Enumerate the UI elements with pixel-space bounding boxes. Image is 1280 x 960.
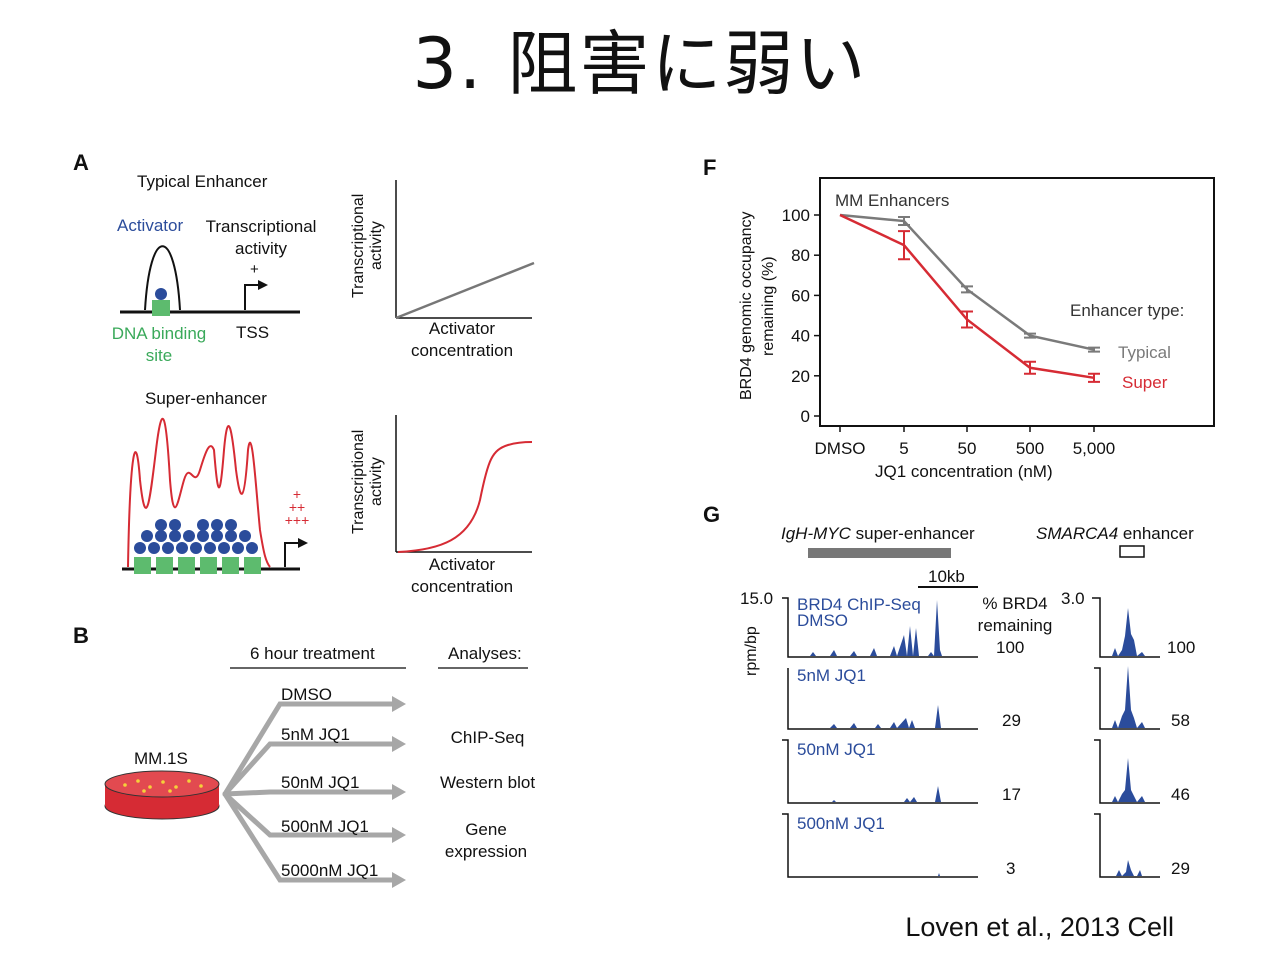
analyses-header: Analyses: bbox=[448, 644, 522, 663]
treatment-500nm: 500nM JQ1 bbox=[281, 817, 369, 836]
track-header: BRD4 ChIP-Seq bbox=[797, 595, 921, 614]
y-max-left: 15.0 bbox=[740, 589, 774, 608]
pct-left-500nm: 3 bbox=[1006, 859, 1016, 878]
right-track-signals bbox=[1100, 608, 1145, 876]
myc-enhancer-bar bbox=[808, 548, 951, 558]
tss-arrow-typical bbox=[244, 284, 262, 310]
chart-title: MM Enhancers bbox=[835, 191, 949, 210]
activator-cluster bbox=[134, 519, 258, 554]
chart-frame bbox=[819, 177, 1215, 427]
pct-left-dmso: 100 bbox=[996, 638, 1025, 657]
treatment-5000nm: 5000nM JQ1 bbox=[281, 861, 379, 880]
super-enhancer-title: Super-enhancer bbox=[145, 389, 267, 408]
typical-graph-y-label: Transcriptional activity bbox=[350, 193, 385, 299]
error-bar-super bbox=[1024, 360, 1036, 375]
plus-sign: + bbox=[250, 261, 259, 278]
treatment-header: 6 hour treatment bbox=[250, 644, 375, 663]
y-unit-label: rpm/bp bbox=[743, 626, 760, 676]
error-bar-typical bbox=[961, 285, 973, 294]
x-tick-label: 5 bbox=[899, 439, 908, 458]
panel-g-letter: G bbox=[703, 502, 721, 527]
x-tick-label: DMSO bbox=[815, 439, 866, 458]
smarca4-enhancer-label: SMARCA4 enhancer bbox=[1036, 524, 1194, 543]
super-response-curve bbox=[397, 441, 533, 553]
y-tick-label: 40 bbox=[791, 327, 810, 346]
activator-label: Activator bbox=[117, 216, 184, 235]
x-tick-label: 5,000 bbox=[1073, 439, 1116, 458]
legend-typical: Typical bbox=[1118, 343, 1171, 362]
pct-header: % BRD4 remaining bbox=[977, 594, 1053, 635]
pct-right-5nm: 58 bbox=[1171, 711, 1190, 730]
treatment-5nm: 5nM JQ1 bbox=[281, 725, 350, 744]
typical-response-line bbox=[395, 261, 535, 320]
binding-sites-super bbox=[134, 557, 261, 574]
analysis-gene-expression: Gene expression bbox=[444, 820, 528, 861]
error-bar-typical bbox=[1024, 332, 1036, 339]
treatment-50nm: 50nM JQ1 bbox=[281, 773, 360, 792]
error-bar-super bbox=[961, 310, 973, 329]
legend-super: Super bbox=[1122, 373, 1168, 392]
tss-label: TSS bbox=[236, 323, 270, 342]
scale-label: 10kb bbox=[928, 567, 965, 586]
panel-b-diagram bbox=[104, 667, 528, 888]
myc-enhancer-label: IgH-MYC super-enhancer bbox=[781, 524, 975, 543]
typical-peak bbox=[144, 245, 181, 311]
chip-seq-tracks bbox=[782, 545, 1160, 878]
brd4-occupancy-chart: MM Enhancers Enhancer type: Typical Supe… bbox=[782, 177, 1215, 481]
panel-a-diagram bbox=[120, 180, 535, 574]
pct-right-dmso: 100 bbox=[1167, 638, 1196, 657]
citation: Loven et al., 2013 Cell bbox=[905, 912, 1174, 942]
y-tick-label: 0 bbox=[801, 407, 810, 426]
y-tick-label: 100 bbox=[782, 206, 810, 225]
slide-title: 3. 阻害に弱い bbox=[412, 23, 868, 105]
tss-arrow-super bbox=[284, 542, 302, 567]
series-line-typical bbox=[839, 213, 1095, 351]
error-bar-typical bbox=[898, 216, 910, 227]
super-peak bbox=[127, 417, 271, 568]
analysis-western: Western blot bbox=[439, 773, 536, 792]
y-tick-label: 20 bbox=[791, 367, 810, 386]
cell-line-label: MM.1S bbox=[134, 749, 188, 768]
transcriptional-activity-label: Transcriptional activity bbox=[205, 217, 317, 258]
pct-right-50nm: 46 bbox=[1171, 785, 1190, 804]
panel-b-letter: B bbox=[73, 623, 89, 648]
x-tick-label: 500 bbox=[1016, 439, 1044, 458]
treatment-dmso: DMSO bbox=[281, 685, 332, 704]
error-bar-super bbox=[1088, 372, 1100, 383]
super-graph-x-label: Activator concentration bbox=[410, 555, 514, 596]
track-label-dmso: DMSO bbox=[797, 611, 848, 630]
smarca4-enhancer-box bbox=[1119, 545, 1145, 558]
x-tick-label: 50 bbox=[958, 439, 977, 458]
activator-dot bbox=[155, 288, 167, 300]
panel-f-letter: F bbox=[703, 155, 717, 180]
left-track-signals bbox=[790, 600, 942, 876]
panel-a-letter: A bbox=[73, 150, 89, 175]
track-label-50nm: 50nM JQ1 bbox=[797, 740, 876, 759]
typical-enhancer-title: Typical Enhancer bbox=[137, 172, 268, 191]
dna-binding-site-label: DNA binding site bbox=[111, 324, 207, 365]
y-tick-label: 80 bbox=[791, 246, 810, 265]
binding-site-box bbox=[152, 300, 170, 316]
track-label-500nm: 500nM JQ1 bbox=[797, 814, 885, 833]
error-bar-super bbox=[898, 230, 910, 261]
legend-title: Enhancer type: bbox=[1070, 301, 1184, 320]
pct-right-500nm: 29 bbox=[1171, 859, 1190, 878]
x-axis-label: JQ1 concentration (nM) bbox=[875, 462, 1053, 481]
y-axis-label: BRD4 genomic occupancy remaining (%) bbox=[738, 211, 777, 401]
track-label-5nm: 5nM JQ1 bbox=[797, 666, 866, 685]
analysis-chipseq: ChIP-Seq bbox=[450, 728, 525, 747]
pct-left-50nm: 17 bbox=[1002, 785, 1021, 804]
error-bar-typical bbox=[1088, 346, 1100, 353]
left-track-axes bbox=[782, 597, 978, 878]
typical-graph-x-label: Activator concentration bbox=[410, 319, 514, 360]
right-track-axes bbox=[1092, 597, 1160, 878]
y-max-right: 3.0 bbox=[1061, 589, 1085, 608]
series-line-super bbox=[839, 213, 1095, 380]
y-tick-label: 60 bbox=[791, 286, 810, 305]
super-graph-y-label: Transcriptional activity bbox=[350, 429, 385, 535]
super-plus-signs: + ++ +++ bbox=[284, 486, 310, 528]
pct-left-5nm: 29 bbox=[1002, 711, 1021, 730]
